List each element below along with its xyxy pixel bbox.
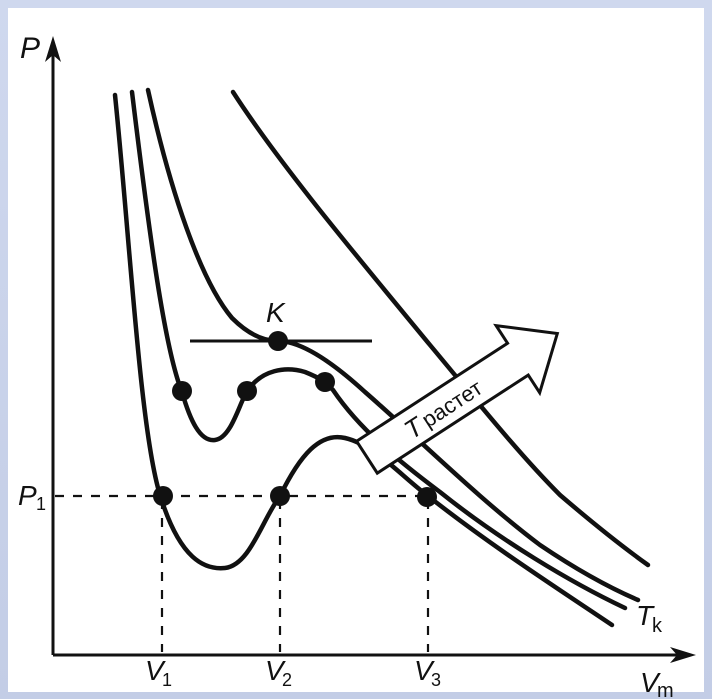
- point-v2: [270, 486, 290, 506]
- x-axis-label: V: [640, 667, 661, 698]
- y-axis-label: P: [20, 32, 40, 65]
- volume-label-v3: V: [414, 655, 435, 686]
- volume-label-v1-subscript: 1: [162, 670, 172, 690]
- volume-label-v2: V: [265, 655, 286, 686]
- critical-isotherm-label: T: [636, 600, 655, 631]
- diagram-canvas: [8, 8, 704, 692]
- volume-label-v3-subscript: 3: [431, 670, 441, 690]
- point-v1: [153, 486, 173, 506]
- point-middle-center: [237, 381, 257, 401]
- isotherm-lowest: [112, 92, 615, 628]
- pressure-level-subscript: 1: [36, 494, 46, 514]
- critical-isotherm-subscript: k: [652, 615, 663, 637]
- critical-point-marker: [268, 331, 288, 351]
- temperature-increase-arrow: T растет: [354, 323, 560, 476]
- point-middle-right: [315, 372, 335, 392]
- volume-label-v1: V: [145, 655, 166, 686]
- point-middle-left: [172, 381, 192, 401]
- x-axis-arrowhead: [670, 647, 696, 663]
- y-axis-arrowhead: [45, 36, 61, 62]
- isotherm-critical: [145, 87, 641, 603]
- isotherm-middle: [129, 89, 628, 611]
- point-v3: [417, 487, 437, 507]
- x-axis-label-subscript: m: [657, 680, 674, 699]
- pressure-level-label: P: [18, 480, 37, 511]
- critical-point-label: K: [266, 297, 286, 328]
- volume-label-v2-subscript: 2: [282, 670, 292, 690]
